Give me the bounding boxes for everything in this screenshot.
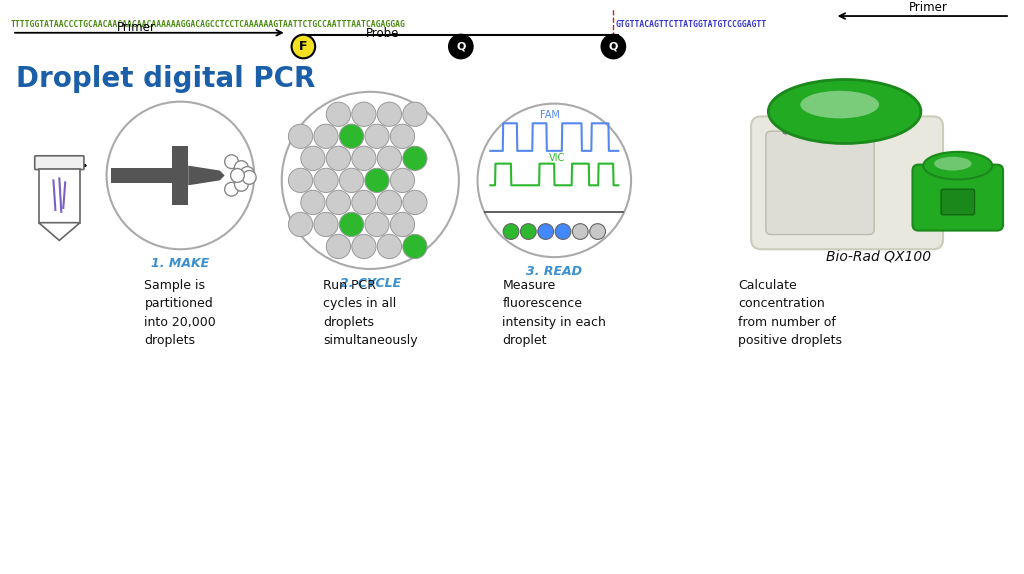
Circle shape	[339, 124, 364, 149]
Circle shape	[327, 146, 350, 170]
Text: Q: Q	[456, 41, 466, 52]
Circle shape	[402, 234, 427, 259]
Circle shape	[365, 212, 389, 236]
Circle shape	[327, 234, 350, 259]
Polygon shape	[188, 166, 224, 185]
Circle shape	[241, 166, 254, 180]
Circle shape	[224, 183, 239, 196]
Circle shape	[449, 35, 473, 59]
Text: 2. CYCLE: 2. CYCLE	[340, 277, 400, 290]
Circle shape	[390, 168, 415, 192]
Ellipse shape	[768, 80, 921, 144]
FancyBboxPatch shape	[35, 156, 84, 169]
Text: GTGTTACAGTTCTTATGGTATGTCCGGAGTT: GTGTTACAGTTCTTATGGTATGTCCGGAGTT	[615, 20, 766, 29]
Circle shape	[590, 224, 605, 239]
Circle shape	[301, 146, 325, 170]
Circle shape	[390, 212, 415, 236]
Text: Bio-Rad QX100: Bio-Rad QX100	[826, 249, 932, 263]
Polygon shape	[39, 223, 80, 241]
FancyBboxPatch shape	[112, 168, 172, 183]
Text: VIC: VIC	[550, 153, 565, 163]
Circle shape	[377, 234, 401, 259]
Circle shape	[352, 234, 376, 259]
FancyBboxPatch shape	[752, 117, 943, 249]
Ellipse shape	[934, 157, 972, 170]
Circle shape	[365, 124, 389, 149]
Text: Calculate
concentration
from number of
positive droplets: Calculate concentration from number of p…	[738, 279, 843, 347]
Circle shape	[377, 102, 401, 126]
Circle shape	[339, 212, 364, 236]
Circle shape	[352, 102, 376, 126]
Text: FAM: FAM	[540, 110, 559, 121]
Circle shape	[477, 104, 631, 257]
Circle shape	[314, 212, 338, 236]
FancyBboxPatch shape	[172, 146, 188, 205]
Text: Probe: Probe	[366, 26, 398, 40]
Ellipse shape	[924, 152, 992, 180]
Circle shape	[555, 224, 570, 239]
Text: Measure
fluorescence
intensity in each
droplet: Measure fluorescence intensity in each d…	[503, 279, 606, 347]
Circle shape	[314, 124, 338, 149]
Circle shape	[234, 161, 248, 174]
FancyBboxPatch shape	[912, 165, 1004, 231]
Circle shape	[402, 146, 427, 170]
Circle shape	[234, 177, 248, 191]
FancyBboxPatch shape	[766, 131, 874, 235]
Circle shape	[106, 102, 254, 249]
Text: Run PCR
cycles in all
droplets
simultaneously: Run PCR cycles in all droplets simultane…	[323, 279, 418, 347]
Circle shape	[243, 170, 256, 184]
FancyBboxPatch shape	[941, 189, 975, 215]
Circle shape	[230, 169, 245, 183]
Text: Primer: Primer	[909, 1, 947, 14]
Circle shape	[402, 191, 427, 215]
Text: TTTTGGTATAACCCTGCAACAACAACAACAAAAAAGGACAGCCTCCTCAAAAAAGTAATTCTGCCAATTTAATCAGAGGA: TTTTGGTATAACCCTGCAACAACAACAACAAAAAAGGACA…	[10, 20, 406, 29]
Circle shape	[289, 124, 312, 149]
Text: Droplet digital PCR: Droplet digital PCR	[16, 65, 315, 93]
Circle shape	[352, 146, 376, 170]
Circle shape	[795, 128, 801, 134]
Circle shape	[538, 224, 554, 239]
Circle shape	[289, 168, 312, 192]
Circle shape	[327, 102, 350, 126]
Circle shape	[339, 168, 364, 192]
Text: 1. MAKE: 1. MAKE	[152, 257, 210, 270]
Text: Sample is
partitioned
into 20,000
droplets: Sample is partitioned into 20,000 drople…	[144, 279, 216, 347]
Text: 3. READ: 3. READ	[526, 265, 583, 278]
Circle shape	[292, 35, 315, 59]
Circle shape	[806, 128, 812, 134]
Circle shape	[782, 128, 788, 134]
Ellipse shape	[801, 91, 879, 118]
Circle shape	[390, 124, 415, 149]
Circle shape	[352, 191, 376, 215]
Circle shape	[377, 191, 401, 215]
Circle shape	[402, 102, 427, 126]
Circle shape	[282, 92, 459, 269]
Circle shape	[520, 224, 537, 239]
Circle shape	[377, 146, 401, 170]
Circle shape	[301, 191, 325, 215]
Text: F: F	[299, 40, 307, 53]
Circle shape	[503, 224, 519, 239]
Text: Q: Q	[608, 41, 618, 52]
Circle shape	[289, 212, 312, 236]
Circle shape	[365, 168, 389, 192]
Circle shape	[224, 155, 239, 169]
Circle shape	[327, 191, 350, 215]
FancyBboxPatch shape	[39, 169, 80, 223]
Circle shape	[314, 168, 338, 192]
Circle shape	[572, 224, 588, 239]
Circle shape	[601, 35, 626, 59]
Text: Primer: Primer	[117, 21, 156, 34]
